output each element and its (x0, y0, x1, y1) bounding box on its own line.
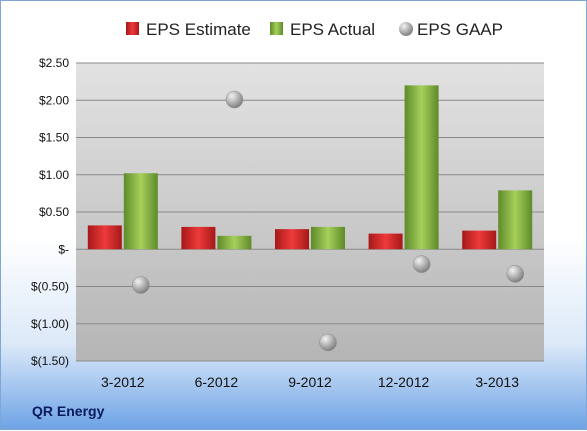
y-tick-label: $(0.50) (31, 280, 69, 294)
legend-swatch-eps-actual (270, 22, 283, 35)
y-axis: $2.50 $2.00 $1.50 $1.00 $0.50 $- $(0.50) $(1.00… (31, 56, 69, 368)
x-tick-label: 6-2012 (195, 374, 239, 390)
eps-estimate-bar (181, 226, 216, 250)
eps-gaap-point (319, 333, 337, 352)
eps-gaap-point (412, 255, 431, 273)
eps-gaap-point (225, 90, 244, 109)
legend-label-eps-actual: EPS Actual (290, 20, 375, 39)
company-name: QR Energy (32, 403, 105, 419)
eps-actual-bar (498, 190, 533, 250)
legend-label-eps-gaap: EPS GAAP (417, 20, 503, 39)
eps-actual-bar (311, 226, 345, 250)
y-tick-label: $(1.50) (31, 354, 69, 368)
legend-swatch-eps-gaap (399, 22, 413, 36)
y-tick-label: $2.00 (39, 93, 69, 107)
eps-actual-bar (404, 85, 439, 250)
x-tick-label: 12-2012 (378, 374, 430, 390)
eps-gaap-point (506, 265, 524, 283)
legend: EPS Estimate EPS Actual EPS GAAP (126, 20, 503, 39)
eps-estimate-bar (368, 233, 403, 250)
y-tick-label: $- (58, 242, 69, 256)
eps-gaap-point (132, 276, 150, 294)
y-tick-label: $0.50 (39, 205, 69, 219)
y-tick-label: $2.50 (39, 56, 69, 70)
legend-label-eps-estimate: EPS Estimate (146, 20, 251, 39)
eps-estimate-bar (87, 225, 122, 250)
eps-estimate-bar (275, 229, 309, 250)
x-tick-label: 9-2012 (288, 374, 332, 390)
x-axis: 3-2012 6-2012 9-2012 12-2012 3-2013 (101, 374, 519, 390)
gaap-points (132, 90, 524, 352)
y-tick-label: $1.00 (39, 168, 69, 182)
x-tick-label: 3-2013 (475, 374, 519, 390)
y-tick-label: $1.50 (39, 131, 69, 145)
x-tick-label: 3-2012 (101, 374, 145, 390)
eps-actual-bar (123, 173, 158, 250)
legend-swatch-eps-estimate (126, 22, 139, 35)
bars (87, 85, 533, 250)
y-tick-label: $(1.00) (31, 317, 69, 331)
eps-actual-bar (217, 235, 252, 250)
eps-estimate-bar (462, 230, 497, 250)
